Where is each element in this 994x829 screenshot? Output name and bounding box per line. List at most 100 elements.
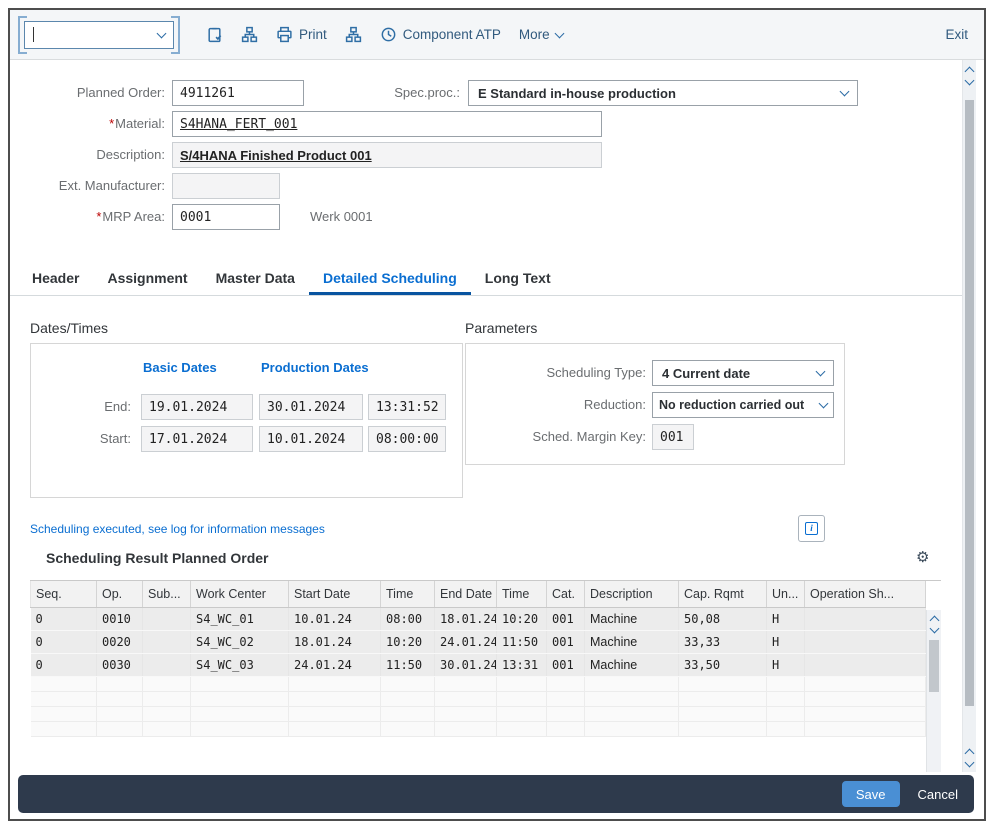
component-atp-button[interactable]: Component ATP	[378, 22, 503, 47]
table-cell	[547, 722, 585, 737]
toolbar: Print Component ATP More Exit	[10, 10, 984, 60]
scroll-down-icon[interactable]	[965, 76, 975, 86]
table-row-empty[interactable]	[31, 722, 926, 737]
table-cell: Machine	[585, 631, 679, 654]
table-cell	[767, 692, 805, 707]
info-button[interactable]: i	[798, 515, 825, 542]
column-header[interactable]: Un...	[767, 581, 805, 608]
table-cell	[497, 677, 547, 692]
chevron-down-icon[interactable]	[157, 28, 167, 38]
start-time-field: 08:00:00	[368, 426, 446, 452]
scroll-down-icon[interactable]	[929, 624, 939, 634]
table-cell: Machine	[585, 608, 679, 631]
table-title: Scheduling Result Planned Order	[46, 550, 268, 566]
tab-master-data[interactable]: Master Data	[202, 263, 309, 295]
column-header[interactable]: Cap. Rqmt	[679, 581, 767, 608]
mrp-area-label: *MRP Area:	[10, 204, 165, 230]
command-combobox[interactable]	[24, 21, 174, 49]
table-cell: S4_WC_02	[191, 631, 289, 654]
clipboard-check-button[interactable]	[204, 22, 225, 47]
table-cell	[547, 677, 585, 692]
table-cell	[289, 692, 381, 707]
table-cell: 10:20	[381, 631, 435, 654]
table-cell: S4_WC_01	[191, 608, 289, 631]
planned-order-input[interactable]: 4911261	[172, 80, 304, 106]
tab-header[interactable]: Header	[18, 263, 93, 295]
table-cell	[97, 722, 143, 737]
column-header[interactable]: Cat.	[547, 581, 585, 608]
reduction-select[interactable]: No reduction carried out	[652, 392, 834, 418]
table-scrollbar[interactable]	[926, 610, 941, 772]
table-cell	[435, 722, 497, 737]
column-header[interactable]: Seq.	[31, 581, 97, 608]
table-cell	[805, 707, 926, 722]
material-input[interactable]: S4HANA_FERT_001	[172, 111, 602, 137]
column-header[interactable]: End Date	[435, 581, 497, 608]
table-cell	[289, 707, 381, 722]
column-header[interactable]: Op.	[97, 581, 143, 608]
table-cell: 30.01.24	[435, 654, 497, 677]
table-cell	[497, 722, 547, 737]
table-cell	[143, 707, 191, 722]
page-scrollbar-thumb[interactable]	[965, 100, 974, 706]
table-cell: 08:00	[381, 608, 435, 631]
org-chart-button-2[interactable]	[343, 22, 364, 47]
save-button[interactable]: Save	[842, 781, 900, 807]
column-header[interactable]: Start Date	[289, 581, 381, 608]
table-cell: 0030	[97, 654, 143, 677]
form-row-description: Description: S/4HANA Finished Product 00…	[10, 142, 950, 168]
table-row[interactable]: 00020S4_WC_0218.01.2410:2024.01.2411:500…	[31, 631, 926, 654]
exit-button[interactable]: Exit	[943, 23, 970, 46]
print-button[interactable]: Print	[274, 22, 329, 47]
table-scrollbar-thumb[interactable]	[929, 640, 939, 692]
table-cell	[805, 654, 926, 677]
basic-dates-header: Basic Dates	[143, 360, 217, 375]
scheduling-type-select[interactable]: 4 Current date	[652, 360, 834, 386]
tab-detailed-scheduling[interactable]: Detailed Scheduling	[309, 263, 471, 295]
table-cell	[97, 692, 143, 707]
parameters-box: Scheduling Type: 4 Current date Reductio…	[465, 343, 845, 465]
scroll-down-icon[interactable]	[965, 758, 975, 768]
table-row[interactable]: 00030S4_WC_0324.01.2411:5030.01.2413:310…	[31, 654, 926, 677]
org-chart-button[interactable]	[239, 22, 260, 47]
planned-order-value: 4911261	[180, 86, 235, 101]
table-cell	[679, 692, 767, 707]
end-label: End:	[31, 394, 131, 420]
column-header[interactable]: Description	[585, 581, 679, 608]
material-label: *Material:	[10, 111, 165, 137]
table-cell	[435, 692, 497, 707]
table-cell: 24.01.24	[435, 631, 497, 654]
cancel-button[interactable]: Cancel	[918, 787, 958, 802]
table-row-empty[interactable]	[31, 707, 926, 722]
table-row-empty[interactable]	[31, 677, 926, 692]
more-button[interactable]: More	[517, 23, 565, 46]
start-label: Start:	[31, 426, 131, 452]
settings-gear-icon[interactable]: ⚙	[916, 548, 929, 566]
tab-long-text[interactable]: Long Text	[471, 263, 565, 295]
table-cell: 001	[547, 608, 585, 631]
table-cell	[547, 692, 585, 707]
table-row[interactable]: 00010S4_WC_0110.01.2408:0018.01.2410:200…	[31, 608, 926, 631]
column-header[interactable]: Work Center	[191, 581, 289, 608]
column-header[interactable]: Time	[381, 581, 435, 608]
print-label: Print	[299, 27, 327, 42]
table-row-empty[interactable]	[31, 692, 926, 707]
page-scrollbar[interactable]	[962, 60, 976, 772]
tab-assignment[interactable]: Assignment	[93, 263, 201, 295]
spec-proc-select[interactable]: E Standard in-house production	[468, 80, 858, 106]
chevron-down-icon	[816, 367, 826, 377]
column-header[interactable]: Operation Sh...	[805, 581, 926, 608]
org-chart-icon	[345, 26, 362, 43]
scheduling-type-row: Scheduling Type: 4 Current date	[466, 360, 844, 386]
table-cell: 0	[31, 631, 97, 654]
table-cell: H	[767, 608, 805, 631]
column-header[interactable]: Time	[497, 581, 547, 608]
table-cell	[767, 722, 805, 737]
mrp-area-input[interactable]: 0001	[172, 204, 280, 230]
start-dates-row: Start: 17.01.2024 10.01.2024 08:00:00	[31, 426, 462, 452]
table-cell	[679, 677, 767, 692]
table-cell	[805, 692, 926, 707]
table-cell	[191, 677, 289, 692]
reduction-row: Reduction: No reduction carried out	[466, 392, 844, 418]
column-header[interactable]: Sub...	[143, 581, 191, 608]
